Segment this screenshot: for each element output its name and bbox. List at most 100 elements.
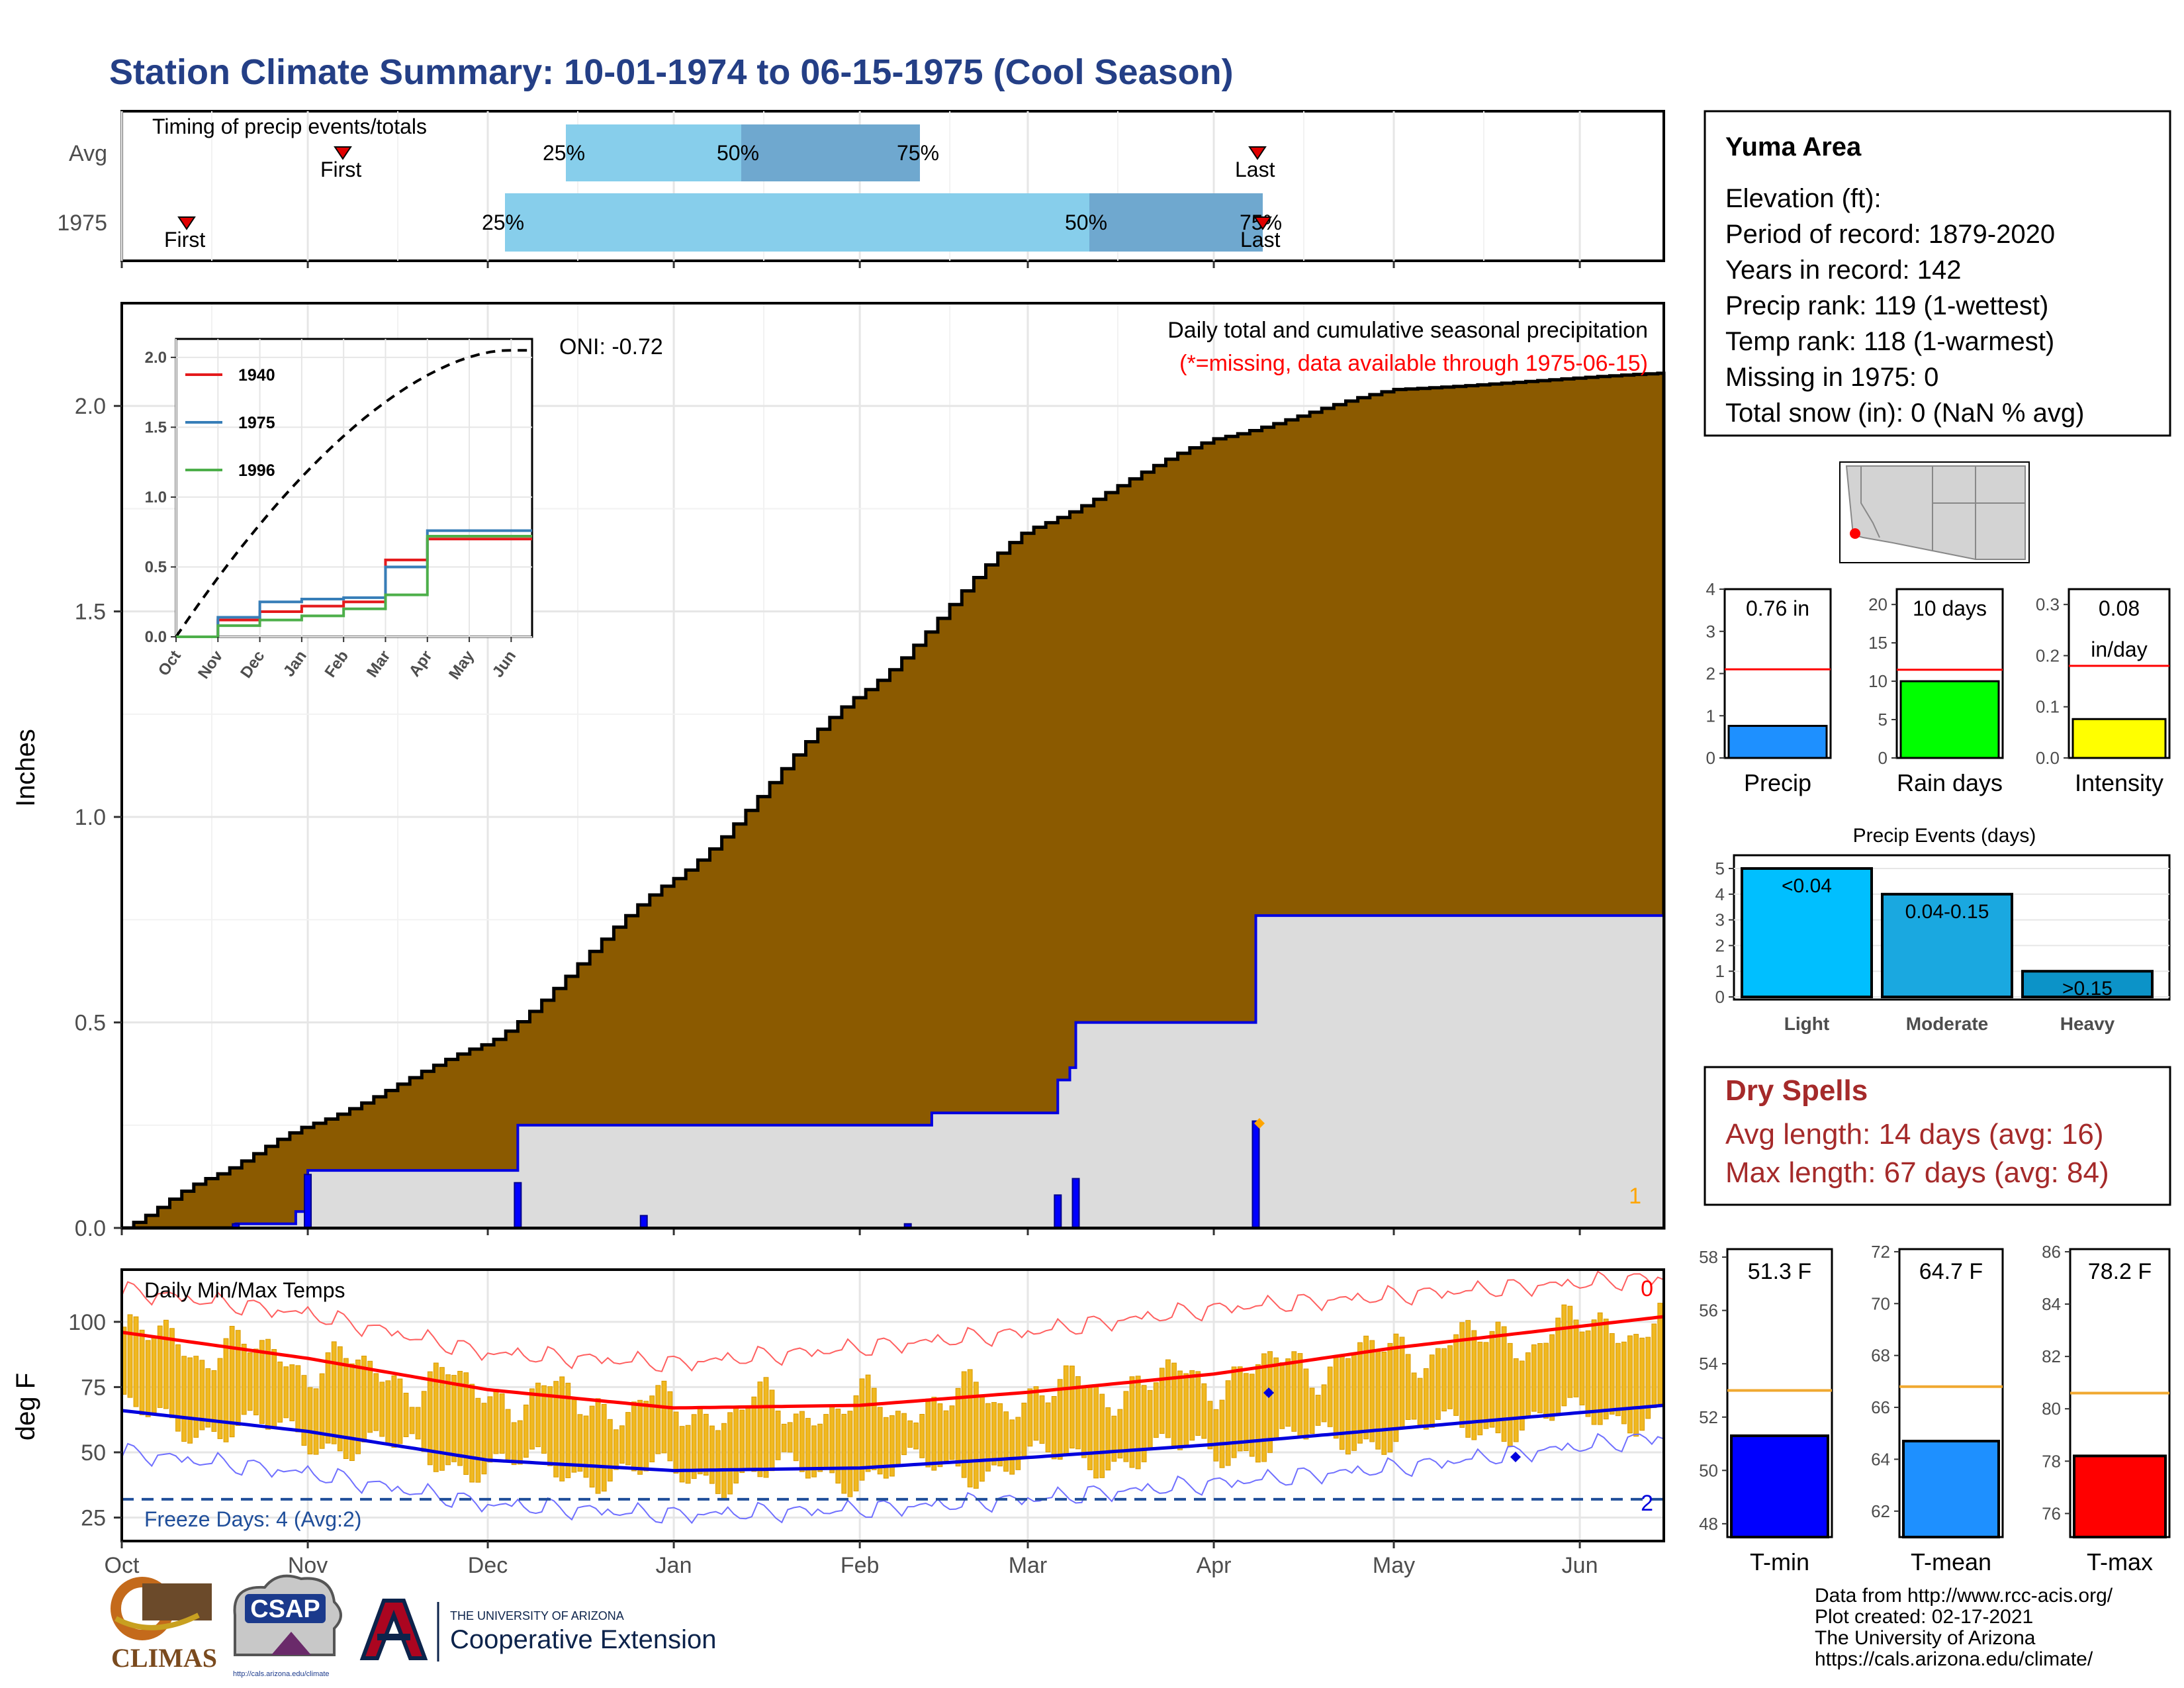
temp-day-bar — [571, 1399, 577, 1473]
temp-day-bar — [1375, 1349, 1381, 1450]
mini-bar-ytick-label: 2 — [1706, 664, 1715, 684]
temp-summary-value-bar — [1902, 1440, 2000, 1538]
temp-day-bar — [331, 1341, 337, 1444]
temp-day-bar — [1021, 1403, 1027, 1459]
temp-day-bar — [919, 1414, 925, 1458]
temp-day-bar — [469, 1383, 475, 1483]
temp-day-bar — [211, 1370, 217, 1432]
temp-day-bar — [583, 1415, 589, 1478]
temp-day-bar — [1129, 1376, 1135, 1468]
temp-day-bar — [1429, 1354, 1435, 1428]
temp-day-bar — [1543, 1342, 1549, 1419]
temp-day-bar — [1111, 1415, 1117, 1462]
temp-day-bar — [385, 1380, 391, 1445]
temp-day-bar — [883, 1417, 889, 1479]
temp-summary-ytick-label: 70 — [1871, 1293, 1890, 1313]
temp-day-bar — [1093, 1387, 1099, 1479]
temp-summary-ytick-label: 64 — [1871, 1449, 1890, 1469]
temp-summary-ytick-label: 62 — [1871, 1501, 1890, 1521]
temp-day-bar — [625, 1412, 631, 1466]
temp-day-bar — [1537, 1343, 1543, 1413]
temp-day-bar — [271, 1349, 277, 1429]
precip-ytick-label-4: 2.0 — [75, 394, 106, 419]
temp-day-bar — [601, 1404, 607, 1492]
temp-day-bar — [319, 1373, 325, 1449]
temp-day-bar — [1387, 1342, 1393, 1453]
temp-day-bar — [949, 1405, 955, 1460]
temp-day-bar — [1177, 1370, 1183, 1450]
temp-day-bar — [955, 1387, 961, 1467]
temp-day-bar — [1231, 1366, 1237, 1458]
temp-day-bar — [145, 1340, 151, 1417]
temp-day-bar — [631, 1401, 637, 1472]
temp-day-bar — [1279, 1362, 1285, 1429]
temp-day-bar — [1357, 1342, 1363, 1444]
temp-summary-label: T-min — [1750, 1548, 1809, 1575]
temp-day-bar — [253, 1348, 259, 1416]
temp-day-bar — [1003, 1411, 1009, 1472]
temp-day-bar — [1441, 1348, 1447, 1412]
footer-credits: Data from http://www.rcc-acis.org/ Plot … — [1815, 1585, 2113, 1670]
temp-day-bar — [1579, 1331, 1585, 1405]
temp-day-bar — [913, 1423, 919, 1450]
temp-day-bar — [1117, 1409, 1123, 1459]
temp-day-bar — [937, 1403, 943, 1468]
temp-day-bar — [703, 1413, 709, 1476]
temp-day-bar — [1573, 1319, 1579, 1397]
temp-day-bar — [1321, 1384, 1327, 1423]
temp-day-bar — [781, 1423, 787, 1452]
events-bar-heavy — [2021, 970, 2154, 998]
temp-day-bar — [451, 1375, 457, 1462]
temp-day-bar — [1309, 1387, 1315, 1434]
precip-events-title: Precip Events (days) — [1853, 825, 2036, 847]
temp-day-bar — [889, 1415, 895, 1477]
temp-xtick-label-2: Dec — [468, 1553, 508, 1578]
temp-panel: 25 50 75 100 Oct Nov Dec Jan Feb Mar Apr May Jun Da… — [11, 1268, 1665, 1578]
temp-day-bar — [979, 1397, 985, 1482]
mini-bar-value-label-2: in/day — [2091, 637, 2147, 661]
events-ytick-label-5: 5 — [1715, 859, 1725, 878]
temp-day-bar — [541, 1385, 547, 1454]
temp-day-bar — [307, 1387, 313, 1455]
events-ytick-label-4: 4 — [1715, 884, 1725, 904]
temp-day-bar — [1261, 1353, 1267, 1462]
record-low-marker-1 — [1263, 1387, 1274, 1398]
temp-day-bar — [1183, 1373, 1189, 1448]
temp-summary-ytick-label: 72 — [1871, 1242, 1890, 1262]
temp-day-bar — [1297, 1353, 1303, 1438]
temp-day-bar — [1249, 1374, 1255, 1457]
temp-day-bar — [247, 1352, 253, 1411]
temp-day-bar — [871, 1387, 877, 1470]
y1975-q50-label: 50% — [1065, 211, 1107, 234]
temp-day-bar — [1057, 1379, 1063, 1460]
locator-map — [1839, 461, 2030, 563]
temp-day-bar — [1195, 1371, 1201, 1436]
events-bar-light — [1741, 867, 1873, 998]
temp-summary-value-label: 78.2 F — [2088, 1259, 2152, 1284]
temp-day-bar — [1135, 1376, 1141, 1470]
precip-panel: 0.0 0.5 1.0 1.5 2.0 Inches Daily total and c… — [11, 302, 1666, 1241]
temp-day-bar — [205, 1368, 211, 1428]
temp-day-bar — [853, 1395, 859, 1491]
temp-day-bar — [1147, 1389, 1153, 1450]
temp-day-bar — [1333, 1356, 1339, 1439]
temp-day-bar — [973, 1382, 979, 1489]
temp-day-bar — [1063, 1365, 1069, 1454]
temp-day-bar — [1477, 1341, 1483, 1436]
mini-bar-value — [1727, 725, 1828, 759]
daily-precip-bar-2 — [514, 1182, 522, 1229]
temp-day-bar — [1453, 1334, 1459, 1416]
precip-annotation-title: Daily total and cumulative seasonal prec… — [1167, 318, 1648, 343]
temp-summary-ytick-label: 48 — [1699, 1514, 1718, 1534]
temp-summary-ytick-label: 80 — [2042, 1399, 2061, 1419]
temp-day-bar — [823, 1414, 829, 1470]
temp-day-bar — [1303, 1368, 1309, 1440]
avg-last-marker — [1248, 146, 1267, 160]
temp-day-bar — [985, 1403, 991, 1472]
temp-day-bar — [283, 1366, 289, 1419]
footer-line-2: The University of Arizona — [1815, 1627, 2036, 1649]
climas-logo-text: CLIMAS — [111, 1643, 217, 1673]
temp-day-bar — [1219, 1399, 1225, 1468]
timing-row-avg: Avg — [69, 141, 107, 166]
